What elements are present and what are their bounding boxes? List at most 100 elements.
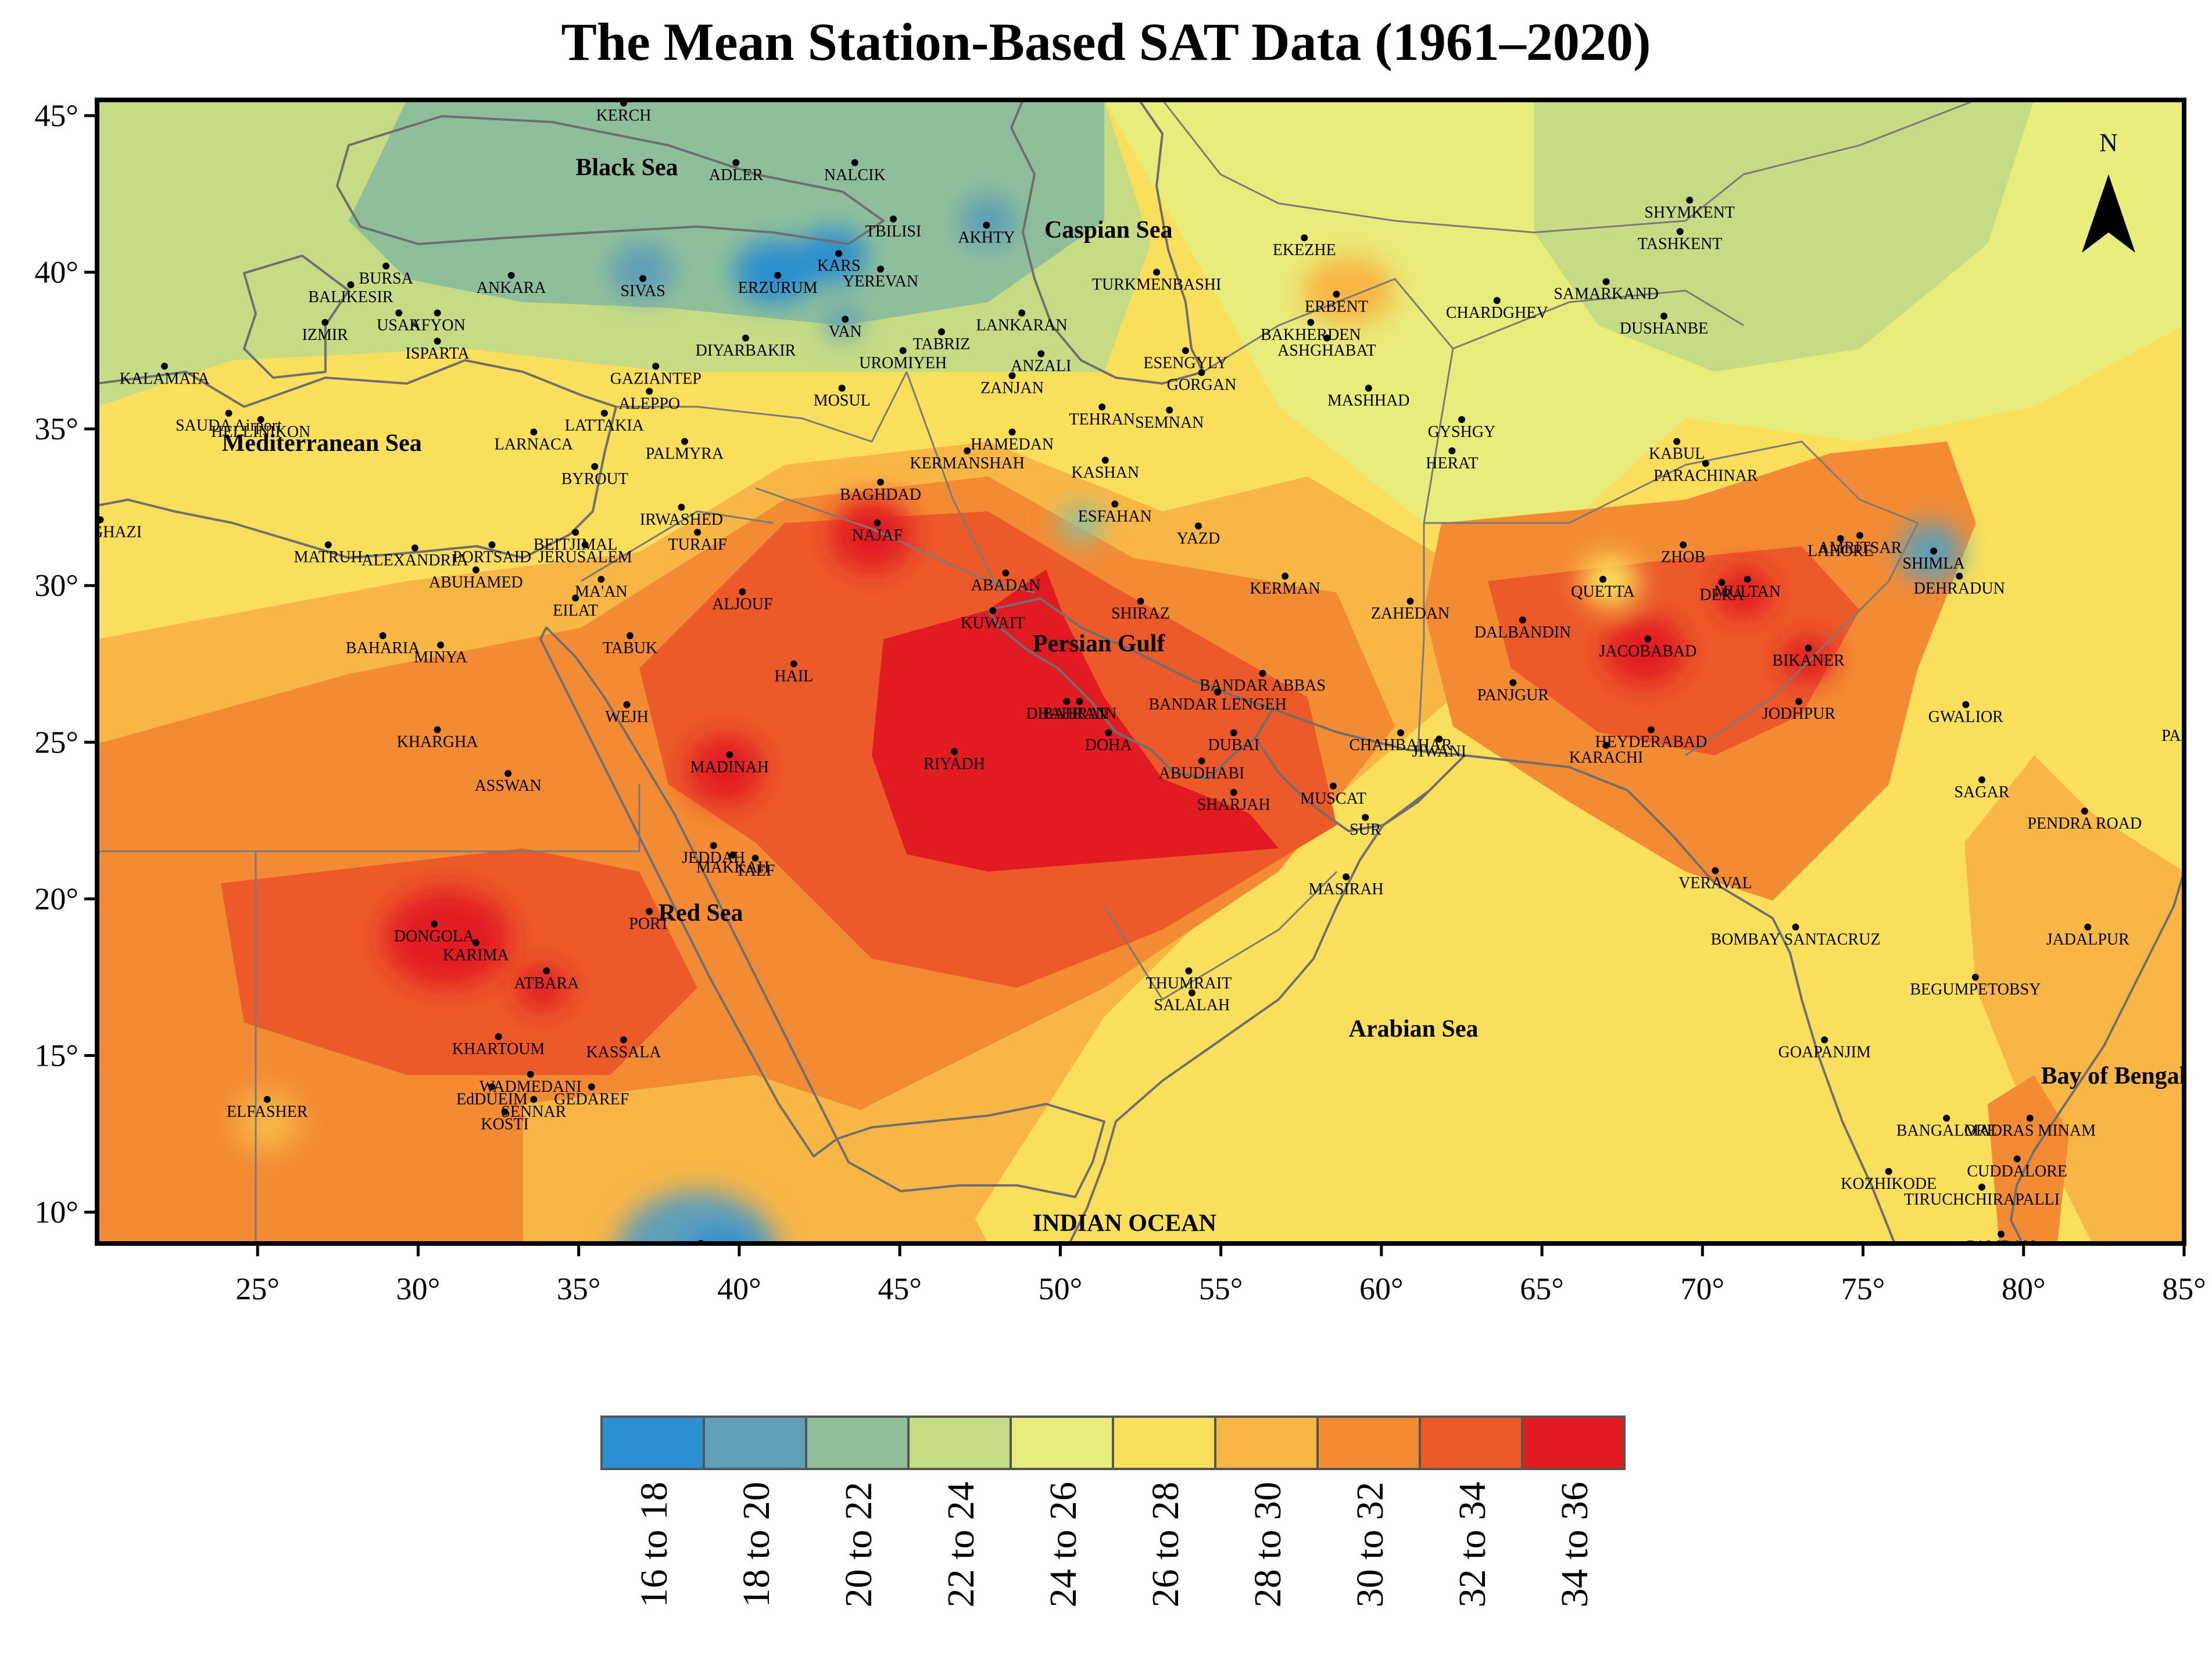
- station-dot: [681, 438, 689, 445]
- station-label: TURAIF: [668, 536, 727, 554]
- lon-tick-label: 25°: [235, 1271, 280, 1306]
- station-dot: [1943, 1114, 1950, 1122]
- legend-swatch: [1419, 1415, 1523, 1470]
- bay-of-bengal: [2010, 870, 2184, 1243]
- station-label: SUR: [1350, 821, 1381, 839]
- station-dot: [1493, 297, 1501, 304]
- station: LAHORE: [1807, 535, 1874, 560]
- station: SENNAR: [501, 1095, 567, 1121]
- map-title: The Mean Station-Based SAT Data (1961–20…: [561, 12, 1651, 71]
- station-dot: [842, 316, 849, 323]
- station-dot: [1230, 729, 1237, 737]
- sea-label: INDIAN OCEAN: [1033, 1210, 1216, 1237]
- station-dot: [989, 607, 997, 614]
- lon-tick-label: 75°: [1841, 1271, 1885, 1306]
- station-dot: [874, 519, 881, 526]
- station: PENDRA ROAD: [2027, 807, 2142, 833]
- station: KUWAIT: [961, 607, 1025, 632]
- station-dot: [1002, 569, 1010, 577]
- station-label: LAHORE: [1807, 542, 1874, 560]
- station-dot: [1018, 309, 1026, 317]
- station-dot: [472, 566, 479, 574]
- station-label: MINYA: [414, 648, 468, 666]
- station-label: AFYON: [409, 317, 465, 335]
- station-label: DERA: [1699, 586, 1744, 604]
- station-dot: [1673, 438, 1681, 445]
- station-dot: [627, 632, 634, 639]
- station-label: MASHHAD: [1327, 392, 1410, 410]
- station-label: TIRUCHCHIRAPALLI: [1904, 1191, 2060, 1209]
- station-label: GWALIOR: [1928, 708, 2003, 726]
- station-dot: [1259, 669, 1266, 677]
- station-label: JODHPUR: [1762, 705, 1835, 723]
- station-dot: [890, 215, 897, 223]
- station-dot: [899, 347, 907, 354]
- station-dot: [1307, 318, 1315, 326]
- station-label: DUSHANBE: [1620, 320, 1708, 338]
- station: NALCIK: [824, 159, 886, 184]
- station: MULTAN: [1714, 575, 1781, 601]
- station-label: ESFAHAN: [1078, 508, 1152, 526]
- station-dot: [1676, 228, 1684, 235]
- station-label: TABUK: [603, 639, 657, 657]
- station-dot: [488, 1083, 496, 1091]
- station-label: YEREVAN: [843, 273, 918, 291]
- station: KABUL: [1649, 438, 1705, 463]
- station-dot: [1448, 447, 1456, 454]
- station: DHAHRAN: [1026, 698, 1107, 723]
- station-label: ALEPPO: [618, 395, 680, 413]
- station-dot: [1930, 547, 1938, 555]
- station: DONGOLA: [394, 920, 475, 945]
- legend-label: 26 to 28: [1144, 1482, 1187, 1607]
- station-dot: [1978, 776, 1985, 784]
- station-label: TEHRAN: [1069, 410, 1135, 428]
- station-dot: [739, 588, 746, 596]
- station: USAK: [377, 309, 421, 335]
- legend-label: 30 to 32: [1349, 1482, 1391, 1607]
- station-label: PORTSAID: [453, 549, 531, 567]
- station-label: HAIL: [774, 668, 813, 686]
- station: ABADAN: [971, 569, 1040, 594]
- station-dot: [379, 632, 386, 639]
- station: SHYMKENT: [1644, 196, 1735, 222]
- station-dot: [1182, 347, 1189, 354]
- station-dot: [1971, 973, 1979, 981]
- station-dot: [527, 1070, 534, 1078]
- station-dot: [1805, 644, 1812, 652]
- station: ANZALI: [1011, 350, 1071, 375]
- station-label: AKHTY: [958, 229, 1015, 247]
- station-label: BAGHDAD: [840, 486, 921, 504]
- station: KARACHI: [1569, 741, 1644, 767]
- station-dot: [395, 309, 403, 317]
- station: BALIKESIR: [308, 281, 393, 306]
- station-dot: [437, 642, 445, 649]
- station-dot: [1282, 572, 1289, 580]
- station-dot: [2081, 807, 2088, 815]
- station-label: PAMBAN: [1967, 1238, 2035, 1256]
- station-label: SAMARKAND: [1554, 285, 1658, 303]
- station-dot: [1519, 617, 1526, 624]
- station: MASHHAD: [1327, 385, 1410, 410]
- station-dot: [774, 271, 782, 279]
- station: ESFAHAN: [1078, 500, 1152, 526]
- station-label: KARACHI: [1569, 749, 1644, 767]
- latitude-axis: 45° 40° 35° 30° 25° 20° 15° 10°: [34, 98, 97, 1230]
- station: AFYON: [409, 309, 466, 335]
- station-label: BAHARIA: [346, 639, 420, 657]
- station-label: TABRIZ: [913, 335, 971, 353]
- zone-30-32-india-south: [1988, 1075, 2069, 1243]
- station-label: SAGAR: [1954, 783, 2009, 801]
- station-dot: [1599, 575, 1607, 583]
- station: THUMRAIT: [1146, 967, 1232, 992]
- station-label: MASIRAH: [1309, 880, 1384, 898]
- station-dot: [951, 748, 958, 755]
- water-bodies: [97, 100, 2184, 1243]
- station: TASHKENT: [1638, 228, 1722, 253]
- station-dot: [1137, 597, 1144, 605]
- station-dot: [225, 410, 232, 417]
- station-dot: [1962, 701, 1970, 708]
- station-dot: [1602, 741, 1610, 749]
- station: KARIMA: [443, 939, 509, 964]
- station-dot: [1111, 500, 1119, 508]
- station: SAGAR: [1954, 776, 2010, 801]
